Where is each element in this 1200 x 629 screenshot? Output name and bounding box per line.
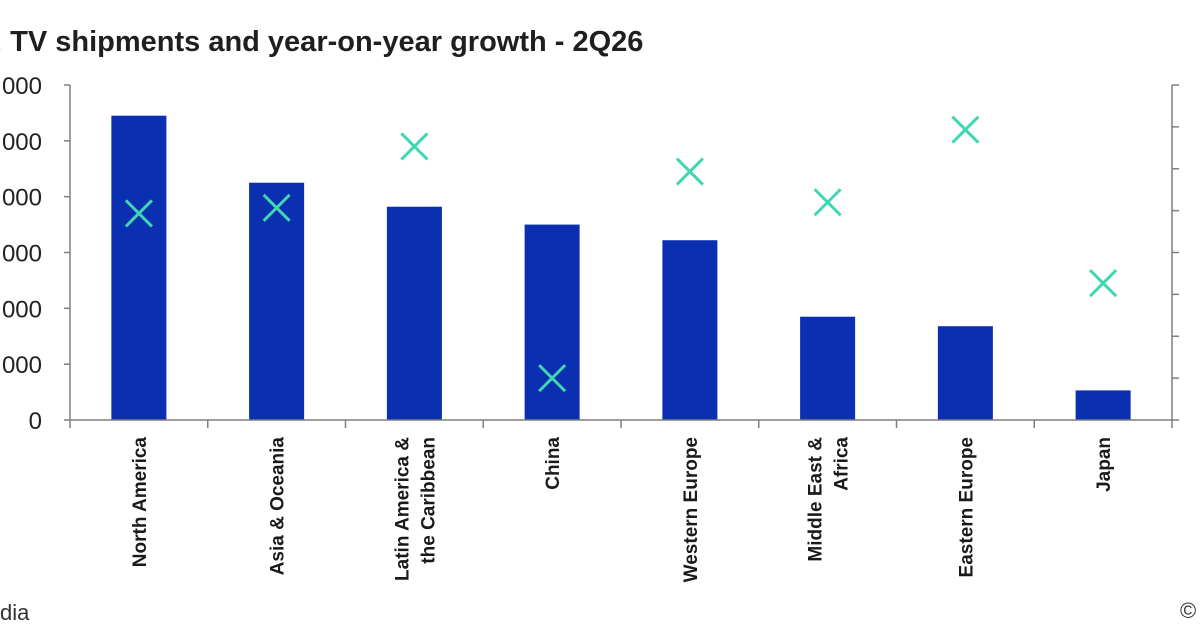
- growth-marker-stroke: [813, 188, 842, 217]
- growth-marker: [951, 115, 980, 144]
- growth-marker-series: [124, 115, 1118, 393]
- y-tick-label: 000: [2, 296, 42, 323]
- source-text: dia: [0, 600, 30, 625]
- x-tick-label: North America: [130, 437, 151, 568]
- y-tick-label: 000: [2, 185, 42, 212]
- x-tick-label: Africa: [832, 437, 853, 491]
- x-tick-label: Western Europe: [681, 437, 702, 582]
- bar: [662, 240, 718, 420]
- x-tick-label: China: [543, 437, 564, 490]
- growth-marker-stroke: [1089, 269, 1118, 298]
- growth-marker: [538, 364, 567, 393]
- bar: [111, 115, 167, 420]
- bar: [1075, 390, 1131, 420]
- growth-marker: [813, 188, 842, 217]
- y-tick-label: 000: [2, 129, 42, 156]
- x-tick-label: Middle East &: [806, 437, 827, 562]
- bar-series: [111, 115, 1131, 420]
- x-tick-label: Eastern Europe: [956, 437, 977, 577]
- growth-marker-stroke: [675, 157, 704, 186]
- bar: [800, 316, 856, 420]
- x-tick-label: Latin America &: [392, 437, 413, 581]
- bar: [524, 224, 580, 420]
- growth-marker: [1089, 269, 1118, 298]
- x-tick-label: the Caribbean: [418, 437, 439, 564]
- y-axis-right: [1171, 84, 1179, 421]
- growth-marker: [675, 157, 704, 186]
- bar: [937, 326, 993, 420]
- growth-marker: [124, 199, 153, 228]
- x-tick-label: Japan: [1094, 437, 1115, 492]
- y-tick-label: 0: [29, 408, 42, 435]
- growth-marker-stroke: [262, 193, 291, 222]
- growth-marker-stroke: [124, 199, 153, 228]
- growth-marker: [400, 132, 429, 161]
- growth-marker-stroke: [400, 132, 429, 161]
- copyright-text: ©: [1180, 598, 1197, 623]
- bar: [249, 182, 305, 420]
- bar: [386, 206, 442, 420]
- x-tick-label: Asia & Oceania: [268, 437, 289, 576]
- y-tick-label: 000: [2, 241, 42, 268]
- x-axis: North America Asia & Oceania Latin America…: [69, 419, 1173, 582]
- growth-marker: [262, 193, 291, 222]
- y-tick-label: 000: [2, 352, 42, 379]
- growth-marker-stroke: [538, 364, 567, 393]
- y-tick-label: 000: [2, 73, 42, 100]
- chart-title: . TV shipments and year-on-year growth -…: [0, 26, 644, 58]
- growth-marker-stroke: [951, 115, 980, 144]
